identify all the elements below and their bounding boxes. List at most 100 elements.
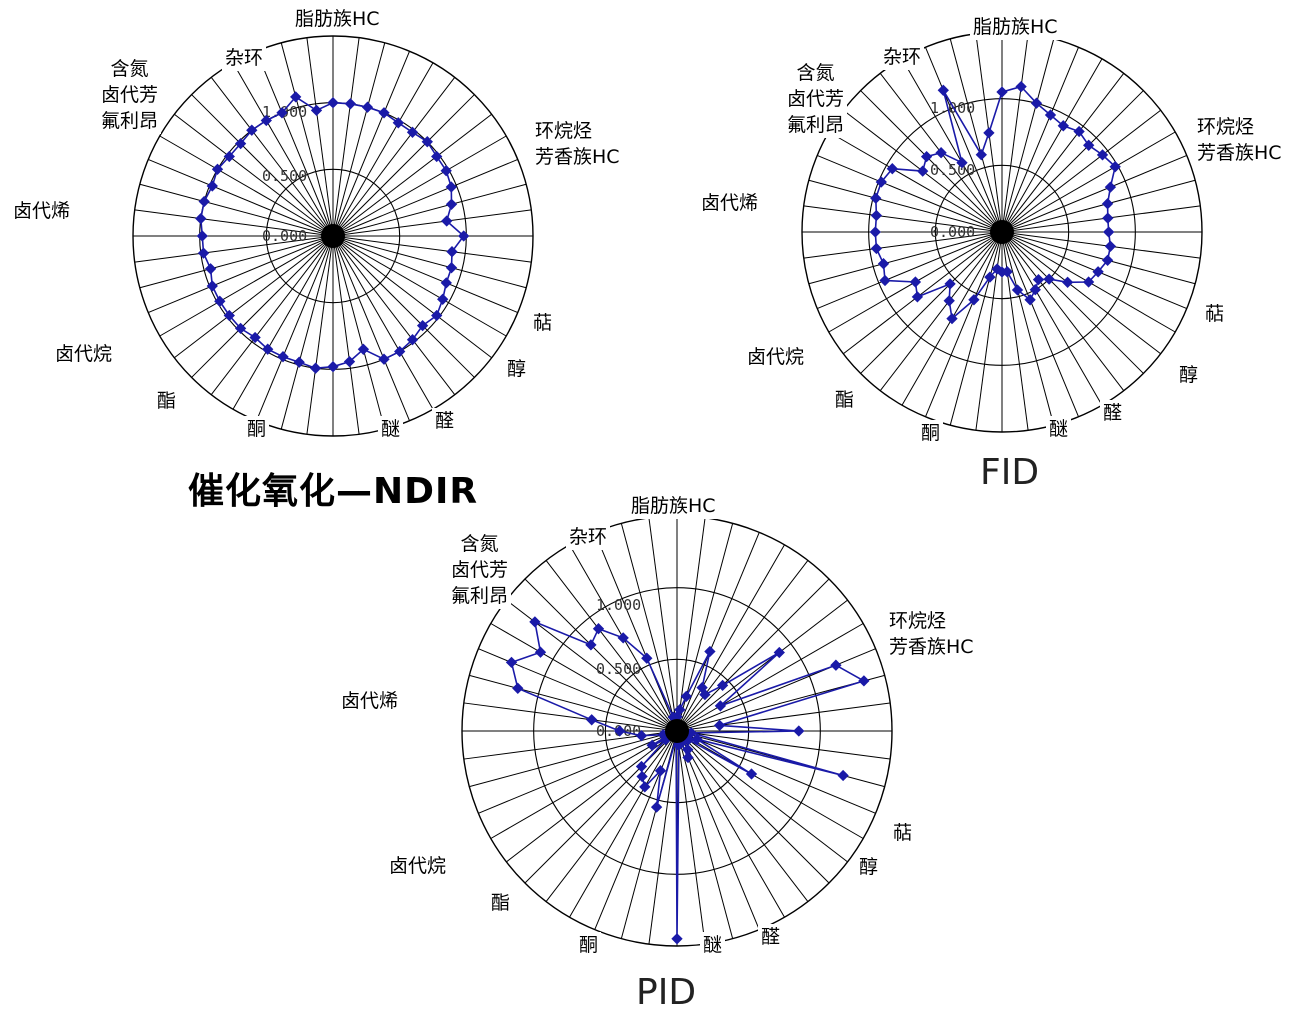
category-label-heterocycle: 杂环 <box>566 524 611 550</box>
spoke-line <box>594 730 678 930</box>
data-point <box>249 331 261 344</box>
data-point <box>671 933 683 945</box>
category-label-terpene: 萜 <box>530 310 556 336</box>
data-point <box>650 801 663 813</box>
spoke-line <box>332 235 527 289</box>
spoke-line <box>817 231 1003 309</box>
category-label-ketone: 酮 <box>576 932 602 958</box>
center-hub <box>321 224 345 248</box>
category-label-alcohol: 醇 <box>1176 362 1202 388</box>
data-point <box>946 312 958 325</box>
data-point <box>870 209 883 222</box>
spoke-line <box>332 235 434 410</box>
spoke-line <box>1001 33 1029 233</box>
spoke-line <box>817 155 1003 233</box>
category-label-haloalkene: 卤代烯 <box>338 688 402 714</box>
data-point <box>909 276 922 288</box>
spoke-line <box>174 235 334 359</box>
spoke-line <box>676 730 848 863</box>
spoke-line <box>332 159 518 237</box>
spoke-line <box>676 544 785 732</box>
spoke-line <box>490 730 678 839</box>
category-label-cycloalkane: 环烷烃 芳香族HC <box>1194 114 1285 166</box>
data-point <box>858 675 870 687</box>
data-point <box>636 770 648 783</box>
data-point <box>529 616 541 628</box>
category-label-aliphatic: 脂肪族HC <box>970 14 1061 40</box>
data-point <box>869 226 881 238</box>
spoke-line <box>332 235 410 421</box>
spoke-line <box>808 179 1003 233</box>
data-point <box>943 295 955 307</box>
spoke-line <box>1001 231 1029 431</box>
spoke-line <box>148 235 334 313</box>
spoke-line <box>901 58 1003 233</box>
data-point <box>446 246 458 258</box>
data-point <box>357 343 370 355</box>
data-point <box>944 278 956 290</box>
category-label-nitrogen: 含氮 卤代芳 氟利昂 <box>98 56 162 134</box>
data-point <box>937 84 949 96</box>
center-hub <box>990 220 1014 244</box>
category-label-ketone: 酮 <box>244 416 270 442</box>
spoke-line <box>332 235 507 337</box>
spoke-line <box>332 113 492 237</box>
data-point <box>262 343 274 355</box>
data-point <box>1096 149 1109 161</box>
data-point <box>445 198 458 210</box>
data-point <box>935 147 947 159</box>
data-point <box>1015 80 1027 93</box>
data-point <box>830 659 842 671</box>
data-point <box>196 230 208 242</box>
spoke-line <box>803 231 1003 259</box>
data-point <box>309 362 322 374</box>
spoke-line <box>1001 231 1196 285</box>
category-label-terpene: 萜 <box>890 820 916 846</box>
spoke-line <box>676 730 785 918</box>
spoke-line <box>1001 231 1161 355</box>
category-label-heterocycle: 杂环 <box>880 44 925 70</box>
spoke-line <box>280 42 334 237</box>
spoke-line <box>332 135 507 237</box>
radar-panel-fid: 0.000 0.500 1.000 脂肪族HC 环烷烃 芳香族HC 萜 醇 醛 醚 … <box>690 0 1294 510</box>
spoke-line <box>1001 109 1161 233</box>
data-point <box>505 656 518 669</box>
caption-ndir: 催化氧化—NDIR <box>188 471 479 512</box>
data-point <box>614 725 626 737</box>
spoke-line <box>1001 231 1055 426</box>
data-point <box>195 212 207 225</box>
spoke-line <box>860 90 1003 233</box>
category-label-terpene: 萜 <box>1202 301 1228 327</box>
data-point <box>879 274 891 287</box>
data-point <box>214 295 226 307</box>
category-label-ether: 醚 <box>700 932 726 958</box>
spoke-line <box>332 62 434 237</box>
data-point <box>206 180 218 192</box>
data-point <box>392 117 404 129</box>
r-tick-label: 0.000 <box>930 223 975 241</box>
spoke-line <box>332 42 386 237</box>
spoke-line <box>159 235 334 337</box>
spoke-line <box>1001 179 1196 233</box>
data-point <box>691 733 703 745</box>
spoke-line <box>676 599 848 732</box>
spoke-line <box>148 159 334 237</box>
spoke-line <box>159 135 334 237</box>
data-point <box>1083 139 1095 151</box>
spoke-line <box>1001 231 1103 406</box>
category-label-aliphatic: 脂肪族HC <box>628 493 719 519</box>
data-point <box>996 86 1008 98</box>
data-point <box>745 768 758 780</box>
spoke-line <box>676 730 760 930</box>
category-label-aliphatic: 脂肪族HC <box>292 6 383 32</box>
spoke-line <box>139 183 334 237</box>
spoke-line <box>1001 155 1187 233</box>
data-point <box>416 319 429 332</box>
caption-fid: FID <box>980 452 1040 493</box>
data-point <box>1044 109 1057 121</box>
data-point <box>512 682 524 694</box>
category-label-alcohol: 醇 <box>504 356 530 382</box>
spoke-line <box>232 62 334 237</box>
